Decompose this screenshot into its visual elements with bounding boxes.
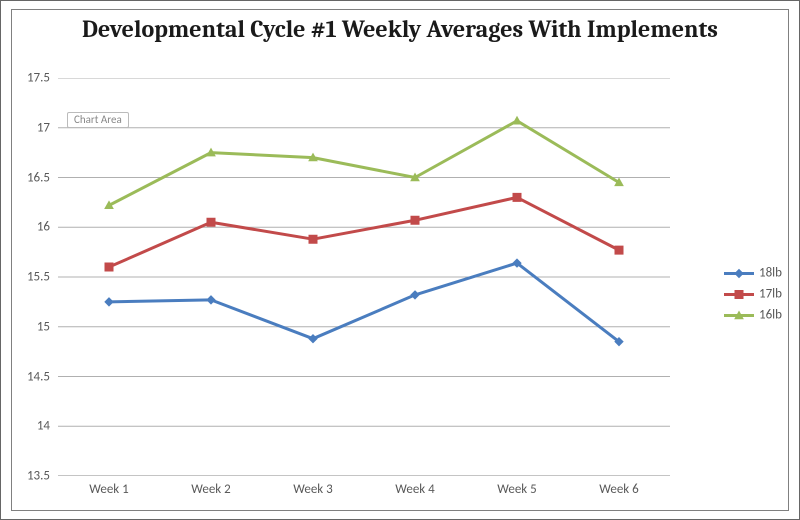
y-tick-label: 15.5 bbox=[27, 270, 50, 285]
legend-swatch-16lb bbox=[724, 309, 754, 321]
legend-swatch-18lb bbox=[724, 267, 754, 279]
x-tick-label: Week 3 bbox=[293, 482, 332, 497]
y-tick-label: 17.5 bbox=[27, 71, 50, 86]
outer-frame: Developmental Cycle #1 Weekly Averages W… bbox=[0, 0, 800, 520]
legend-item-16lb[interactable]: 16lb bbox=[724, 308, 782, 323]
y-tick-label: 14.5 bbox=[27, 369, 50, 384]
legend-label: 18lb bbox=[759, 266, 782, 281]
y-tick-label: 13.5 bbox=[27, 469, 50, 484]
legend-item-17lb[interactable]: 17lb bbox=[724, 287, 782, 302]
legend-swatch-17lb bbox=[724, 288, 754, 300]
x-tick-label: Week 6 bbox=[599, 482, 638, 497]
legend-item-18lb[interactable]: 18lb bbox=[724, 266, 782, 281]
chart-title: Developmental Cycle #1 Weekly Averages W… bbox=[12, 10, 788, 46]
y-tick-label: 16.5 bbox=[27, 170, 50, 185]
y-tick-label: 16 bbox=[37, 220, 50, 235]
plot-area: 13.51414.51515.51616.51717.5Week 1Week 2… bbox=[58, 78, 670, 476]
legend-label: 16lb bbox=[759, 308, 782, 323]
chart-area-tooltip[interactable]: Chart Area bbox=[67, 112, 129, 128]
plot-svg bbox=[58, 78, 670, 476]
x-tick-label: Week 5 bbox=[497, 482, 536, 497]
x-tick-label: Week 1 bbox=[89, 482, 128, 497]
chart-container: Developmental Cycle #1 Weekly Averages W… bbox=[11, 9, 789, 511]
legend-label: 17lb bbox=[759, 287, 782, 302]
y-tick-label: 15 bbox=[37, 319, 50, 334]
y-tick-label: 17 bbox=[37, 120, 50, 135]
legend: 18lb 17lb 16lb bbox=[724, 260, 782, 329]
plot-wrap: 13.51414.51515.51616.51717.5Week 1Week 2… bbox=[12, 78, 788, 510]
x-tick-label: Week 2 bbox=[191, 482, 230, 497]
y-tick-label: 14 bbox=[37, 419, 50, 434]
x-tick-label: Week 4 bbox=[395, 482, 434, 497]
